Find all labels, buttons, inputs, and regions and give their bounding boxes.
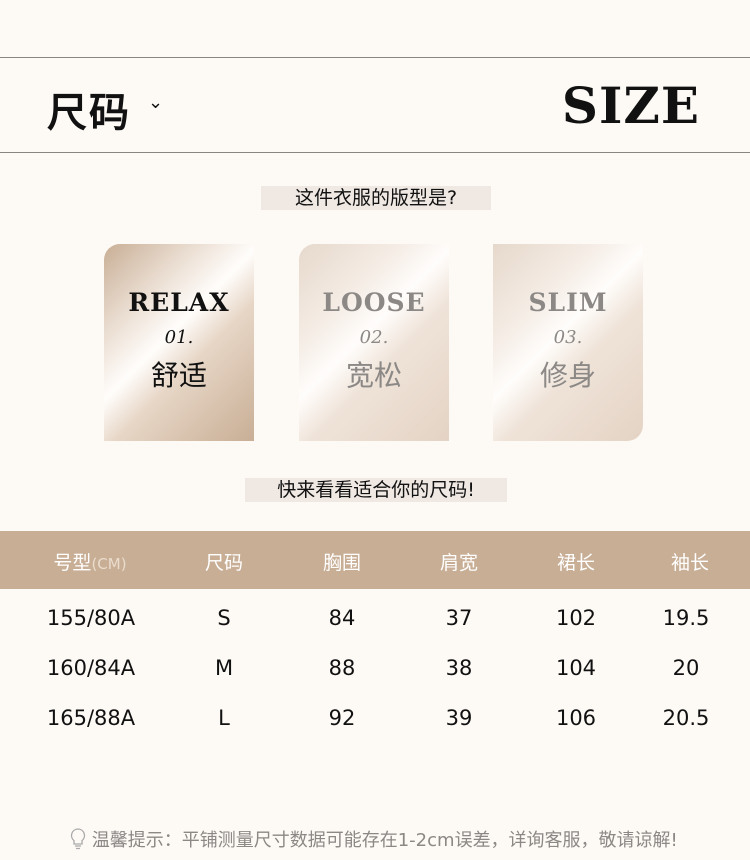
size-heading: SIZE: [561, 76, 700, 135]
table-cell: 84: [328, 606, 356, 630]
lightbulb-icon: [70, 828, 86, 850]
fit-zh: 宽松: [345, 359, 402, 392]
header-divider: [0, 152, 750, 153]
table-cell: 38: [445, 656, 473, 680]
header-cell: 胸围: [322, 552, 362, 574]
table-cell: 19.5: [662, 606, 710, 630]
header-cell: 肩宽: [439, 552, 479, 574]
fit-num: 02.: [359, 327, 389, 348]
table-cell: 160/84A: [46, 656, 136, 680]
table-cell: S: [217, 606, 231, 630]
fit-en: SLIM: [528, 288, 608, 317]
table-cell: 102: [555, 606, 597, 630]
table-cell: 39: [445, 706, 473, 730]
fit-num: 01.: [164, 327, 194, 348]
table-row: 155/80A S 84 37 102 19.5: [0, 606, 750, 636]
table-cell: 37: [445, 606, 473, 630]
table-cell: 155/80A: [46, 606, 136, 630]
size-prompt: 快来看看适合你的尺码!: [245, 478, 507, 502]
header-label: 号型: [53, 552, 92, 574]
fit-num: 03.: [553, 327, 583, 348]
fit-card-slim[interactable]: SLIM 03. 修身: [493, 244, 643, 441]
fit-en: LOOSE: [322, 288, 426, 317]
table-cell: 92: [328, 706, 356, 730]
table-cell: L: [218, 706, 230, 730]
chevron-down-icon[interactable]: ⌄: [148, 92, 164, 113]
size-table-header: 号型(CM) 尺码 胸围 肩宽 裙长 袖长: [0, 531, 750, 589]
unit-label: (CM): [91, 555, 127, 573]
table-cell: 106: [555, 706, 597, 730]
page-title: 尺码: [47, 90, 131, 136]
fit-card-loose[interactable]: LOOSE 02. 宽松: [299, 244, 449, 441]
table-cell: 88: [328, 656, 356, 680]
table-row: 165/88A L 92 39 106 20.5: [0, 706, 750, 736]
header-cell: 尺码: [204, 552, 244, 574]
tip-note: 温馨提示：平铺测量尺寸数据可能存在1-2cm误差，详询客服，敬请谅解!: [70, 826, 678, 852]
table-cell: 104: [555, 656, 597, 680]
fit-zh: 舒适: [150, 359, 207, 392]
fit-zh: 修身: [539, 359, 596, 392]
fit-card-relax[interactable]: RELAX 01. 舒适: [104, 244, 254, 441]
table-cell: 165/88A: [46, 706, 136, 730]
table-cell: 20: [672, 656, 700, 680]
table-row: 160/84A M 88 38 104 20: [0, 656, 750, 686]
fit-question: 这件衣服的版型是?: [261, 186, 491, 210]
header-cell: 袖长: [670, 552, 710, 574]
table-cell: M: [214, 656, 234, 680]
table-cell: 20.5: [662, 706, 710, 730]
header-cell: 裙长: [556, 552, 596, 574]
header-cell-type: 号型(CM): [53, 548, 126, 575]
top-divider: [0, 57, 750, 58]
fit-en: RELAX: [128, 288, 230, 317]
tip-text: 温馨提示：平铺测量尺寸数据可能存在1-2cm误差，详询客服，敬请谅解!: [91, 830, 678, 851]
